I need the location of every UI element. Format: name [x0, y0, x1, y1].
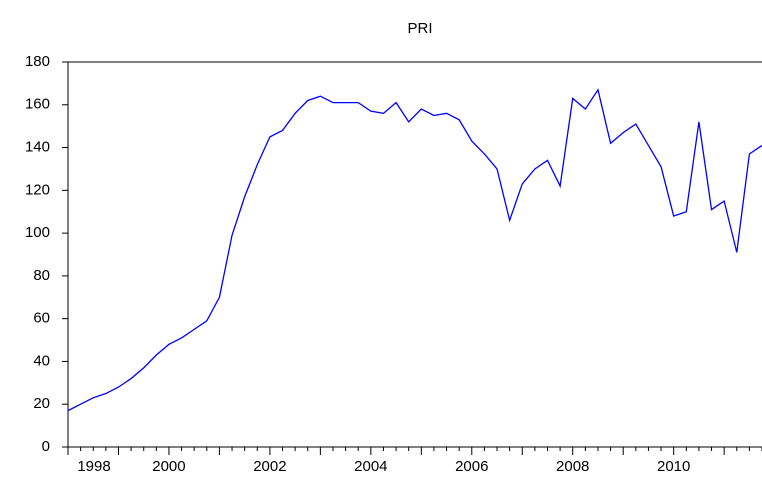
y-tick-label: 60: [33, 310, 50, 327]
data-line: [67, 88, 762, 412]
x-tick-label: 2008: [556, 458, 589, 475]
chart-title: PRI: [407, 20, 432, 37]
y-tick-label: 120: [25, 181, 50, 198]
x-tick-label: 2004: [354, 458, 387, 475]
y-tick-label: 0: [42, 438, 50, 455]
x-tick-label: 2002: [253, 458, 286, 475]
x-tick-label: 1998: [77, 458, 110, 475]
y-tick-label: 80: [33, 267, 50, 284]
y-tick-label: 100: [25, 224, 50, 241]
plot-frame: [67, 61, 762, 448]
y-tick-label: 140: [25, 139, 50, 156]
x-tick-label: 2000: [152, 458, 185, 475]
x-tick-label: 2010: [657, 458, 690, 475]
y-tick-label: 160: [25, 96, 50, 113]
y-tick-label: 180: [25, 53, 50, 70]
x-tick-label: 2006: [455, 458, 488, 475]
y-tick-label: 40: [33, 352, 50, 369]
y-tick-label: 20: [33, 395, 50, 412]
